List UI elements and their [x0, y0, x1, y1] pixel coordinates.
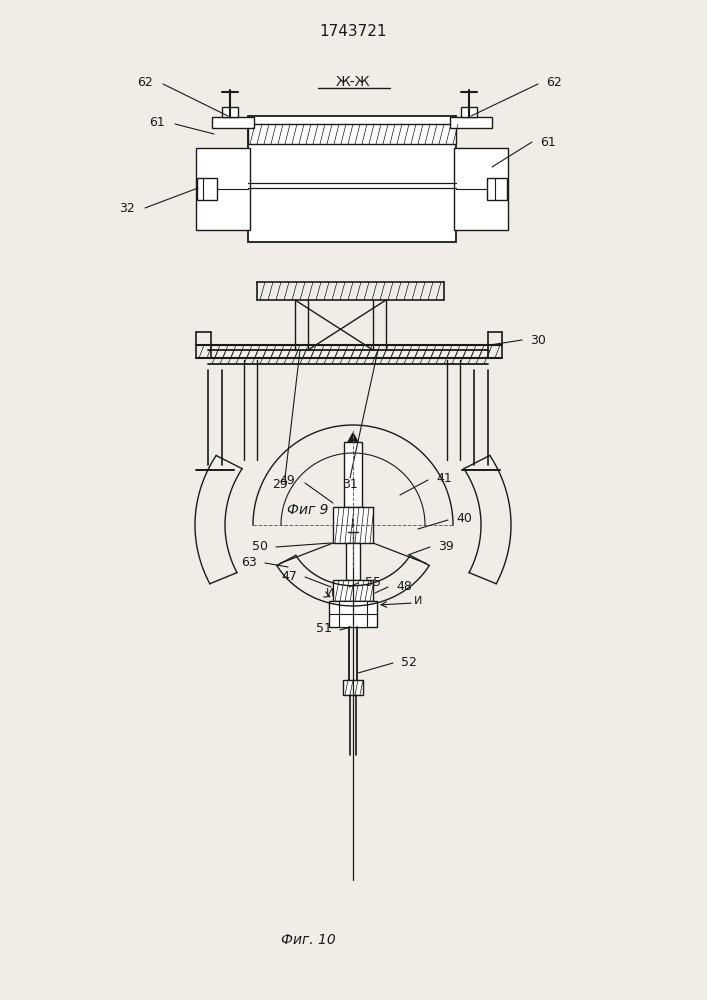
Bar — [344, 442, 362, 507]
Text: Фиг. 10: Фиг. 10 — [281, 933, 335, 947]
Polygon shape — [348, 433, 358, 442]
Text: И: И — [414, 596, 422, 606]
Text: Ж-Ж: Ж-Ж — [336, 75, 370, 89]
Bar — [487, 178, 507, 200]
Text: I: I — [351, 518, 355, 530]
Bar — [450, 117, 492, 128]
Text: 39: 39 — [438, 540, 454, 552]
Text: 63: 63 — [241, 556, 257, 568]
Bar — [196, 148, 250, 230]
Bar — [454, 148, 508, 230]
Text: 52: 52 — [401, 656, 417, 668]
Text: 55: 55 — [365, 576, 381, 588]
Text: 51: 51 — [316, 622, 332, 636]
Text: 50: 50 — [252, 540, 268, 552]
Bar — [333, 507, 373, 543]
Bar — [197, 178, 217, 200]
Text: 40: 40 — [456, 512, 472, 526]
Bar — [329, 601, 377, 627]
Text: И: И — [326, 588, 334, 598]
Bar — [212, 117, 254, 128]
Bar — [248, 124, 456, 144]
Text: 61: 61 — [149, 116, 165, 129]
Text: 29: 29 — [272, 478, 288, 490]
Text: 1743721: 1743721 — [320, 24, 387, 39]
Text: 48: 48 — [396, 580, 412, 592]
Bar — [333, 580, 373, 601]
Text: 49: 49 — [279, 474, 295, 487]
Bar — [339, 601, 367, 627]
Text: 62: 62 — [546, 76, 562, 89]
Bar — [222, 107, 238, 117]
Text: 41: 41 — [436, 472, 452, 485]
Bar — [346, 543, 360, 580]
Text: 62: 62 — [137, 76, 153, 89]
Text: 47: 47 — [281, 570, 297, 582]
Bar — [248, 116, 456, 242]
Text: Фиг 9: Фиг 9 — [287, 503, 329, 517]
Text: 32: 32 — [119, 202, 135, 216]
Text: 30: 30 — [530, 334, 546, 347]
Bar — [461, 107, 477, 117]
Bar — [343, 680, 363, 695]
Text: 61: 61 — [540, 136, 556, 149]
Text: 31: 31 — [342, 478, 358, 490]
